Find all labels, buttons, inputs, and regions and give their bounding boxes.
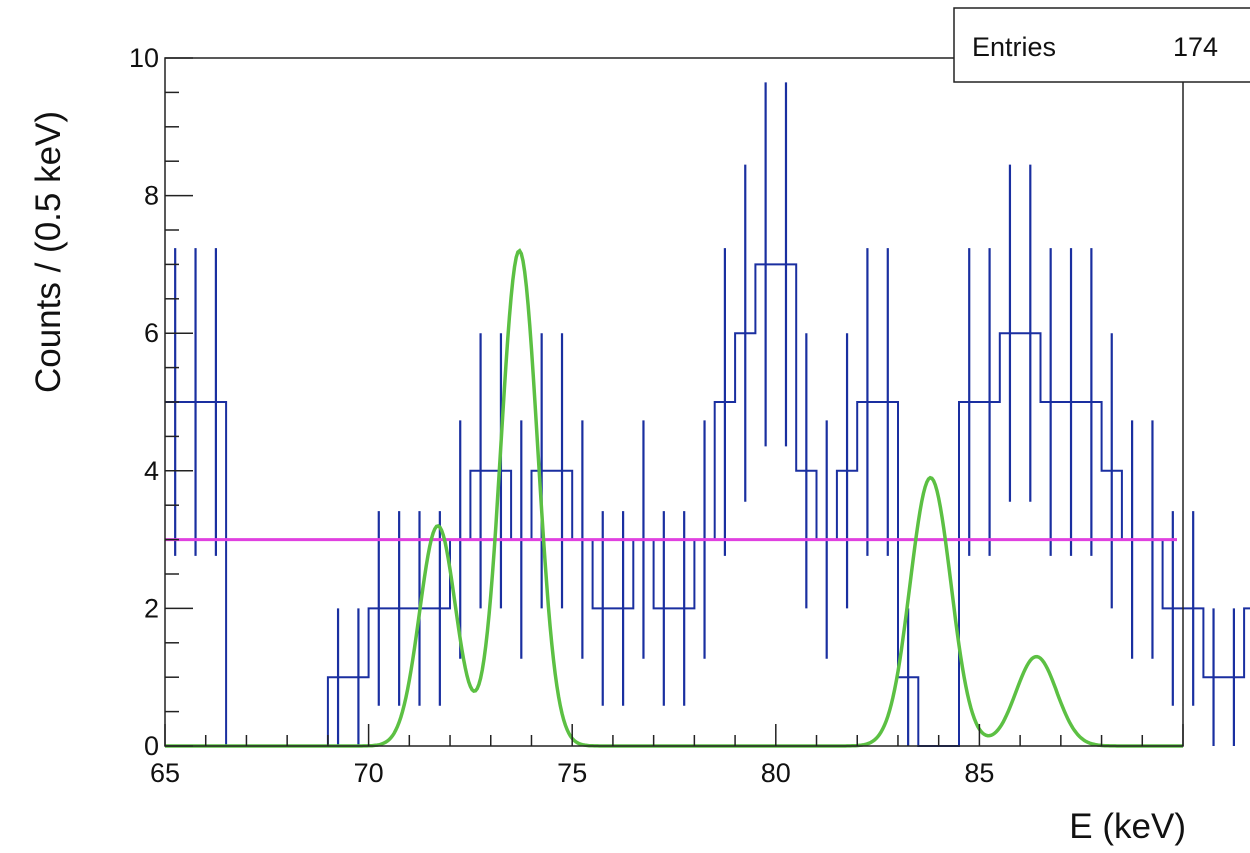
histogram-layer <box>165 82 1250 747</box>
x-tick-label: 65 <box>150 758 180 788</box>
stats-box: Entries 174 <box>953 7 1250 83</box>
y-axis-title-group: Counts / (0.5 keV) <box>29 111 68 393</box>
y-tick-label: 8 <box>144 181 159 211</box>
y-axis-title: Counts / (0.5 keV) <box>29 111 68 393</box>
stats-entries-label: Entries <box>972 32 1056 62</box>
y-tick-label: 2 <box>144 593 159 623</box>
stats-entries-value: 174 <box>1173 32 1218 62</box>
y-tick-label: 4 <box>144 456 159 486</box>
x-tick-label: 80 <box>761 758 791 788</box>
stats-box-frame <box>953 7 1250 83</box>
axes-layer: 65 70 75 80 85 0 2 4 6 8 10 <box>129 43 1184 788</box>
histogram-steps <box>165 263 1250 747</box>
x-axis-title: E (keV) <box>1069 807 1186 846</box>
y-tick-label: 6 <box>144 318 159 348</box>
x-tick-label: 85 <box>964 758 994 788</box>
x-tick-label: 75 <box>557 758 587 788</box>
y-tick-label: 10 <box>129 43 159 73</box>
y-tick-label: 0 <box>144 731 159 761</box>
x-tick-label: 70 <box>354 758 384 788</box>
